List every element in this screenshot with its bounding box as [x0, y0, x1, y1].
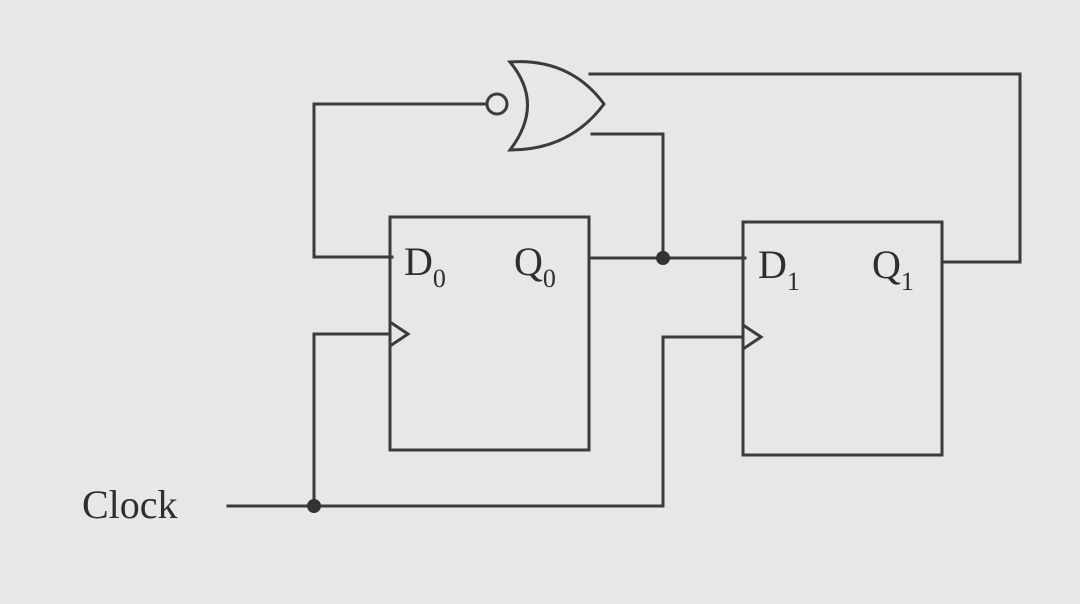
- wire-nor-output-to-d0: [312, 102, 489, 259]
- junction-dot-clock: [307, 499, 321, 513]
- flip-flop-0-box: [388, 215, 591, 452]
- clock-triangle-icon: [389, 320, 411, 348]
- d1-label: D1: [758, 242, 800, 296]
- clock-triangle-icon: [742, 323, 764, 351]
- wire-q1-to-nor: [588, 72, 1022, 264]
- flip-flop-0: D0 Q0: [388, 215, 591, 452]
- q0-label: Q0: [514, 239, 556, 293]
- clock-label: Clock: [82, 482, 178, 527]
- d0-label: D0: [404, 239, 446, 293]
- flip-flop-1-box: [741, 220, 944, 457]
- nor-gate: [485, 60, 606, 152]
- wire-clock-to-ff0: [312, 332, 392, 508]
- junction-dot-q0: [656, 251, 670, 265]
- wire-clock-main: [226, 335, 745, 508]
- wire-q0-to-nor: [590, 132, 665, 260]
- q1-label: Q1: [872, 242, 914, 296]
- flip-flop-1: D1 Q1: [741, 220, 944, 457]
- nor-inversion-bubble: [485, 92, 509, 116]
